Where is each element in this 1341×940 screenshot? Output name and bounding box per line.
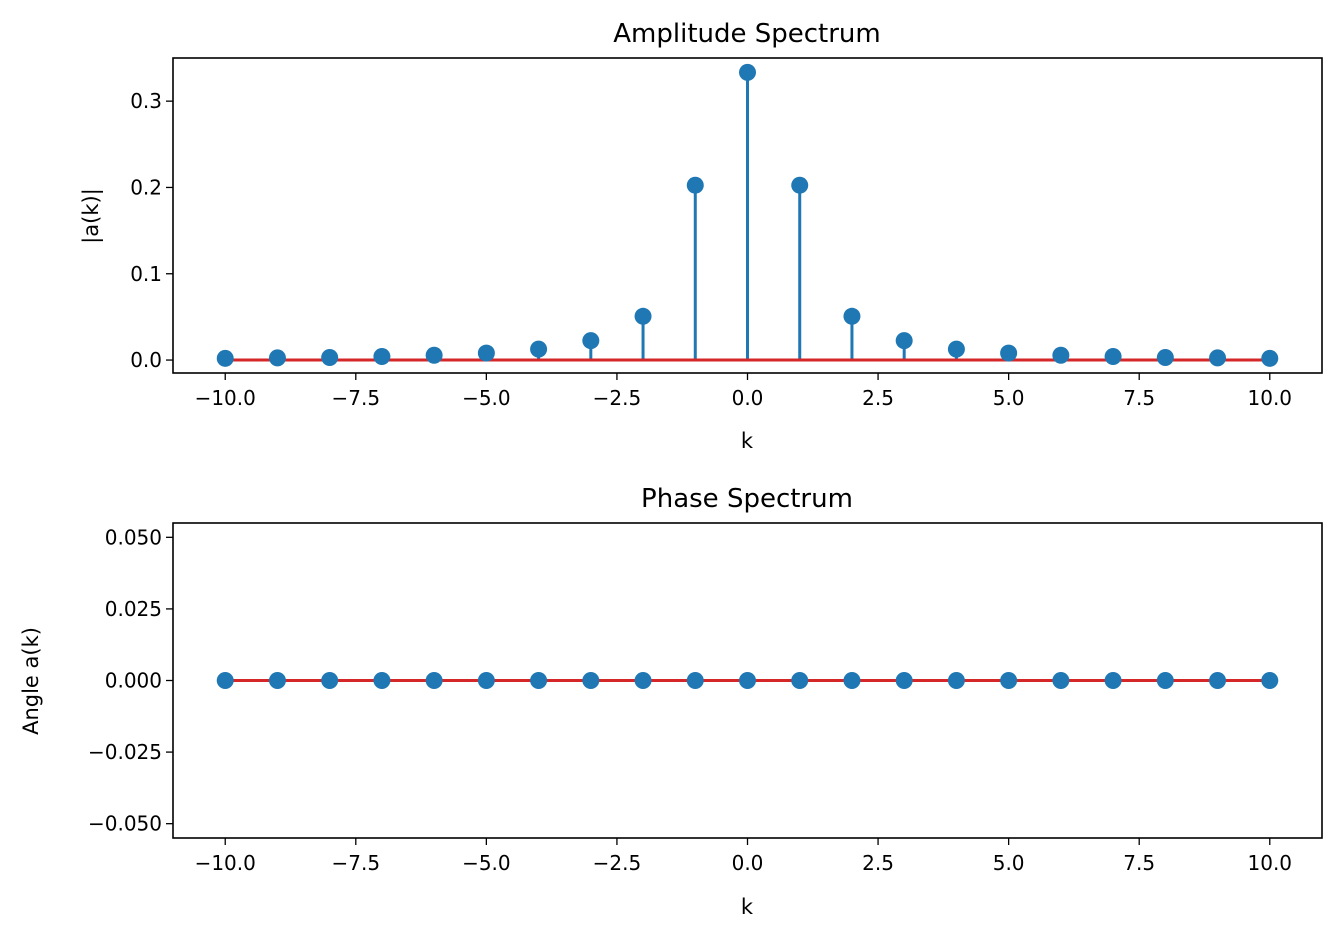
stem-marker: [843, 307, 861, 325]
stem-marker: [1156, 672, 1174, 689]
stem-marker: [1104, 672, 1122, 689]
stem-marker: [530, 340, 548, 358]
y-tick-label: 0.000: [105, 669, 162, 693]
stem-marker: [947, 340, 965, 358]
x-tick-label: 7.5: [1123, 386, 1155, 410]
stem-marker: [268, 672, 286, 689]
stem-marker: [373, 672, 391, 689]
stem-marker: [739, 672, 756, 689]
stem-marker: [1209, 349, 1227, 367]
y-tick-label: 0.2: [130, 175, 162, 199]
y-tick-label: 0.025: [105, 597, 162, 621]
x-tick-label: 2.5: [862, 386, 894, 410]
y-tick-label: −0.050: [88, 812, 162, 836]
axes-frame: [172, 57, 1323, 374]
stem-marker: [1261, 672, 1279, 689]
stem-marker: [634, 672, 652, 689]
x-axis-label: k: [741, 429, 754, 453]
stem-marker: [477, 344, 495, 362]
stem-marker: [530, 672, 548, 689]
stem-marker: [1052, 672, 1070, 689]
chart-title: Amplitude Spectrum: [613, 19, 881, 49]
x-tick-label: 10.0: [1248, 851, 1293, 875]
stem-marker: [1052, 346, 1070, 364]
stem-marker: [582, 672, 600, 689]
x-tick-label: −7.5: [332, 386, 381, 410]
x-tick-label: −10.0: [195, 851, 256, 875]
stem-marker: [373, 348, 391, 366]
x-tick-label: −2.5: [593, 386, 642, 410]
stem-marker: [947, 672, 965, 689]
stem-marker: [1000, 344, 1018, 362]
stem-marker: [216, 349, 234, 367]
stem-marker: [1000, 672, 1018, 689]
x-tick-label: 10.0: [1248, 386, 1293, 410]
stem-marker: [1261, 349, 1279, 367]
y-tick-label: 0.050: [105, 525, 162, 549]
x-tick-label: 7.5: [1123, 851, 1155, 875]
stem-marker: [895, 332, 913, 350]
stem-marker: [321, 672, 339, 689]
stem-marker: [634, 307, 652, 325]
x-tick-label: 0.0: [732, 851, 764, 875]
y-tick-label: 0.3: [130, 89, 162, 113]
y-tick-label: 0.1: [130, 262, 162, 286]
stem-marker: [686, 672, 704, 689]
x-tick-label: −2.5: [593, 851, 642, 875]
y-tick-label: −0.025: [88, 740, 162, 764]
stem-marker: [321, 348, 339, 366]
stem-marker: [1156, 348, 1174, 366]
stem-marker: [791, 176, 809, 194]
stem-marker: [843, 672, 861, 689]
stem-marker: [425, 346, 443, 364]
phase-spectrum-chart: Phase Spectrum k Angle a(k) −10.0 −7.5 −5.…: [19, 484, 1323, 919]
stem-marker: [895, 672, 913, 689]
chart-title: Phase Spectrum: [641, 484, 853, 514]
stem-marker: [268, 349, 286, 367]
stem-marker: [1209, 672, 1227, 689]
x-tick-label: −5.0: [462, 386, 511, 410]
stem-marker: [216, 672, 234, 689]
stem-marker: [425, 672, 443, 689]
stem-marker: [739, 63, 756, 81]
y-axis-label: |a(k)|: [79, 188, 104, 244]
stem-marker: [686, 176, 704, 194]
x-tick-label: 5.0: [993, 851, 1025, 875]
y-tick-label: 0.0: [130, 348, 162, 372]
x-tick-label: 2.5: [862, 851, 894, 875]
amplitude-spectrum-chart: Amplitude Spectrum k |a(k)| −10.0 −7.5 −5.…: [79, 19, 1323, 453]
stem-marker: [582, 332, 600, 350]
x-axis-label: k: [741, 895, 754, 919]
y-axis-label: Angle a(k): [19, 627, 43, 735]
stem-marker: [1104, 348, 1122, 366]
stem-marker: [477, 672, 495, 689]
axes-frame: [172, 522, 1323, 839]
x-tick-label: 5.0: [993, 386, 1025, 410]
x-tick-label: −5.0: [462, 851, 511, 875]
x-tick-label: 0.0: [732, 386, 764, 410]
x-tick-label: −7.5: [332, 851, 381, 875]
x-tick-label: −10.0: [195, 386, 256, 410]
stem-marker: [791, 672, 809, 689]
